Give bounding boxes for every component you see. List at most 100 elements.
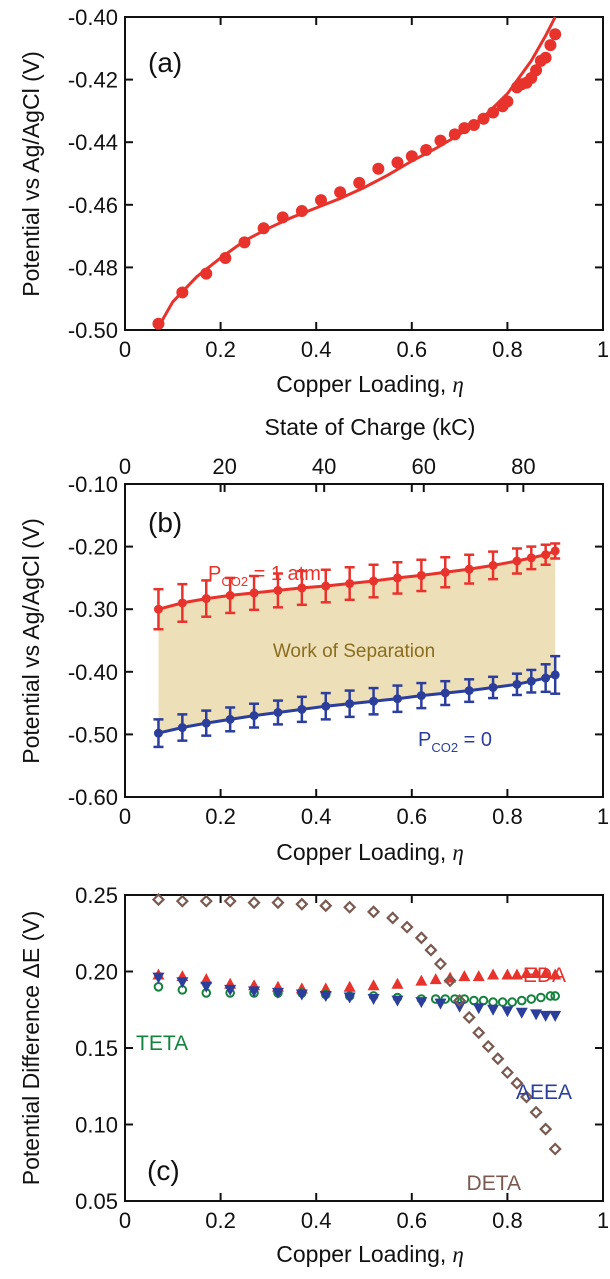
panel-a-data-point: [152, 317, 165, 330]
panel-a-ylabel: Potential vs Ag/AgCl (V): [18, 51, 44, 296]
pco2-1atm-data-point: [526, 553, 536, 563]
deta-marker: [510, 1076, 524, 1090]
panel-a-data-point: [539, 51, 552, 64]
panel-c-ytick-label: 0.15: [75, 1036, 118, 1061]
panel-a-data-point: [501, 95, 514, 108]
panel-a-data-point: [238, 236, 251, 249]
panel-a-data-point: [314, 194, 327, 207]
panel-b-ytick-label: -0.30: [68, 597, 118, 622]
panel-a-data-point: [353, 176, 366, 189]
panel-a-data-point: [219, 252, 232, 265]
series-label-aeea: AEEA: [516, 1081, 572, 1104]
pco2-1atm-data-point: [273, 585, 283, 595]
aeea-marker: [343, 992, 356, 1004]
annotation-p1-sub: CO2: [221, 574, 248, 589]
panel-b-data: [153, 542, 561, 749]
deta-marker: [199, 894, 213, 908]
pco2-0-data-point: [488, 682, 498, 692]
eda-marker: [472, 970, 485, 982]
annotation-p0-rest: = 0: [458, 729, 492, 751]
pco2-0-data-point: [541, 673, 551, 683]
panel-b-xlabel-symbol: η: [452, 840, 463, 865]
pco2-1atm-data-point: [369, 576, 379, 586]
deta-marker: [223, 894, 237, 908]
panel-a-data-point: [372, 162, 385, 175]
pco2-0-data-point: [526, 676, 536, 686]
annotation-pco2-0: PCO2 = 0: [418, 729, 492, 755]
panel-b-top-xtick-label: 80: [511, 454, 535, 479]
deta-marker: [481, 1039, 495, 1054]
series-label-deta: DETA: [467, 1172, 521, 1195]
deta-marker: [175, 894, 189, 908]
panel-a-xtick-label: 0.6: [397, 337, 428, 362]
aeea-marker: [453, 1001, 466, 1013]
aeea-marker: [248, 986, 261, 998]
pco2-0-data-point: [273, 707, 283, 717]
pco2-1atm-data-point: [512, 556, 522, 566]
panel-a-data-point: [448, 128, 461, 141]
panel-c-xtick-label: 0.2: [205, 1208, 236, 1233]
panel-a-data-point: [477, 112, 490, 125]
deta-marker: [386, 911, 400, 925]
deta-marker: [462, 1010, 476, 1024]
eda-marker: [343, 980, 356, 992]
panel-b-top-xtick-label: 60: [412, 454, 436, 479]
panel-b-xtick-label: 0.8: [492, 804, 523, 829]
panel-c-frame: [124, 894, 604, 1202]
pco2-1atm-data-point: [550, 546, 560, 556]
panel-b-xtick-label: 0.6: [397, 804, 428, 829]
pco2-1atm-data-point: [297, 583, 307, 593]
panel-a-data-point: [458, 122, 471, 135]
eda-marker: [549, 968, 562, 980]
teta-marker: [507, 997, 517, 1007]
panel-a-ytick-label: -0.50: [68, 318, 118, 343]
panel-a-data-point: [405, 150, 418, 163]
deta-marker: [319, 899, 333, 913]
aeea-marker: [501, 1006, 514, 1018]
panel-b-xtick-label: 0.4: [301, 804, 332, 829]
deta-marker: [472, 1026, 486, 1040]
panel-a-data-point: [487, 106, 500, 119]
eda-marker: [458, 970, 471, 982]
deta-marker: [424, 943, 438, 957]
annotation-p0-main: P: [418, 729, 431, 751]
pco2-0-data-point: [416, 691, 426, 701]
pco2-1atm-data-point: [416, 570, 426, 580]
panel-a-data-point: [530, 64, 543, 77]
panel-c-xtick-label: 0.8: [492, 1208, 523, 1233]
panel-a-xtick-label: 0.2: [205, 337, 236, 362]
aeea-marker: [549, 1010, 562, 1022]
panel-a-xlabel: Copper Loading, η: [276, 371, 464, 397]
panel-c-xlabel-text: Copper Loading,: [276, 1241, 446, 1267]
panel-c-ytick-label: 0.10: [75, 1113, 118, 1138]
panel-a-ticks: 0 0.2 0.4 0.6 0.8 1 -0.50 -0.48 -0.46 -0.44 -0.42 -…: [68, 5, 609, 362]
pco2-0-data-point: [249, 711, 259, 721]
pco2-0-data-point: [177, 723, 187, 733]
panel-a-data-point: [176, 286, 189, 299]
aeea-marker: [176, 977, 189, 989]
pco2-1atm-data-point: [440, 567, 450, 577]
eda-marker: [391, 977, 404, 989]
panel-c: 0 0.2 0.4 0.6 0.8 1 0.05 0.10 0.15 0.20 0.25 (c) E…: [18, 883, 609, 1267]
panel-c-xlabel-symbol: η: [452, 1242, 463, 1267]
aeea-marker: [319, 990, 332, 1002]
panel-b-top-xlabel: State of Charge (kC): [265, 414, 476, 440]
aeea-marker: [434, 998, 447, 1010]
aeea-marker: [200, 981, 213, 993]
pco2-1atm-data-point: [321, 581, 331, 591]
aeea-marker: [530, 1009, 543, 1021]
pco2-0-data-point: [550, 670, 560, 680]
teta-marker: [153, 982, 164, 992]
panel-a-data-point: [549, 28, 562, 41]
panel-b-ytick-label: -0.10: [68, 472, 118, 497]
work-of-separation-fill: [158, 551, 556, 734]
panel-b-xtick-label: 1: [597, 804, 609, 829]
panel-b-ytick-label: -0.20: [68, 535, 118, 560]
eda-marker: [539, 967, 552, 979]
panel-a-data-point: [391, 156, 404, 169]
pco2-0-data-point: [369, 696, 379, 706]
panel-c-xtick-label: 0: [119, 1208, 131, 1233]
pco2-0-data-point: [153, 728, 163, 738]
panel-a-ytick-label: -0.46: [68, 193, 118, 218]
